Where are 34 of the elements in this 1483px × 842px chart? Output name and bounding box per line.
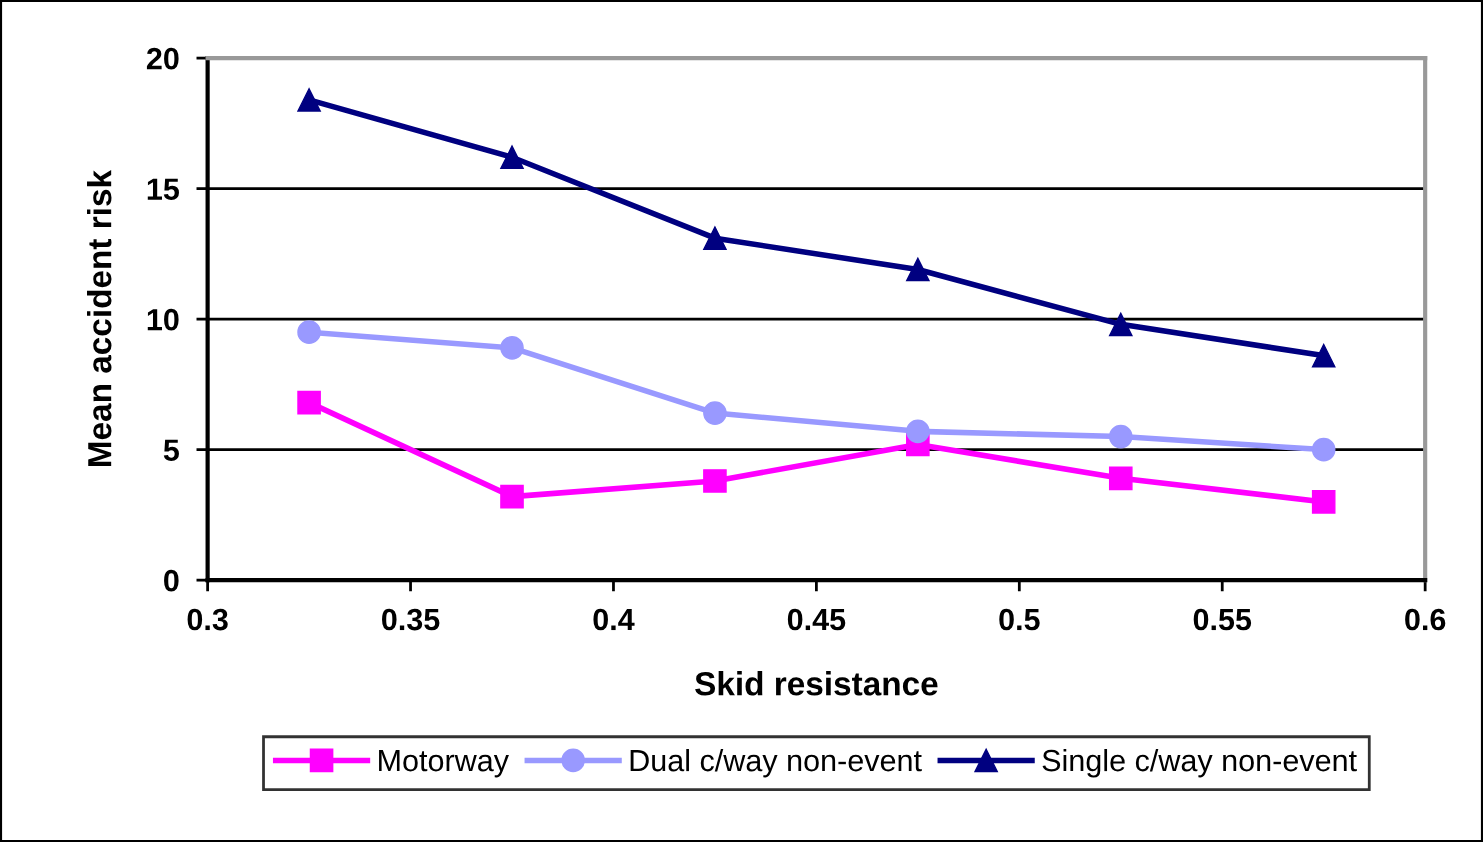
- point: [703, 401, 727, 425]
- x-tick-label: 0.45: [787, 608, 846, 631]
- y-tick-label: 15: [147, 178, 179, 200]
- legend-label: Single c/way non-event: [1042, 748, 1357, 778]
- y-tick-label: 20: [146, 47, 179, 70]
- point: [1108, 312, 1133, 337]
- point: [297, 320, 321, 344]
- y-tick-label: 0: [164, 569, 179, 592]
- point: [1311, 490, 1336, 514]
- x-tick-label: 0.6: [1405, 608, 1446, 631]
- point: [906, 419, 930, 444]
- point: [906, 257, 930, 282]
- legend-label: Motorway: [379, 750, 509, 778]
- point: [1108, 466, 1133, 491]
- x-tick-label: 0.35: [382, 608, 440, 631]
- point: [297, 88, 321, 112]
- point: [703, 469, 727, 493]
- point: [703, 226, 727, 251]
- point: [1108, 424, 1133, 449]
- point: [297, 390, 321, 415]
- legend-label: Dual c/way non-event: [630, 748, 922, 778]
- point: [500, 484, 524, 509]
- y-tick-label: 10: [147, 308, 179, 331]
- y-tick-label: 5: [163, 439, 179, 461]
- x-tick-label: 0.5: [999, 608, 1040, 631]
- x-axis-title: Skid resistance: [695, 671, 938, 696]
- point: [500, 145, 524, 170]
- point: [1311, 437, 1336, 462]
- x-tick-label: 0.3: [187, 608, 228, 631]
- x-tick-label: 0.55: [1193, 608, 1252, 631]
- y-axis-title: Mean accident risk: [87, 169, 112, 467]
- x-tick-label: 0.4: [593, 608, 635, 631]
- point: [1311, 343, 1336, 368]
- point: [500, 336, 524, 360]
